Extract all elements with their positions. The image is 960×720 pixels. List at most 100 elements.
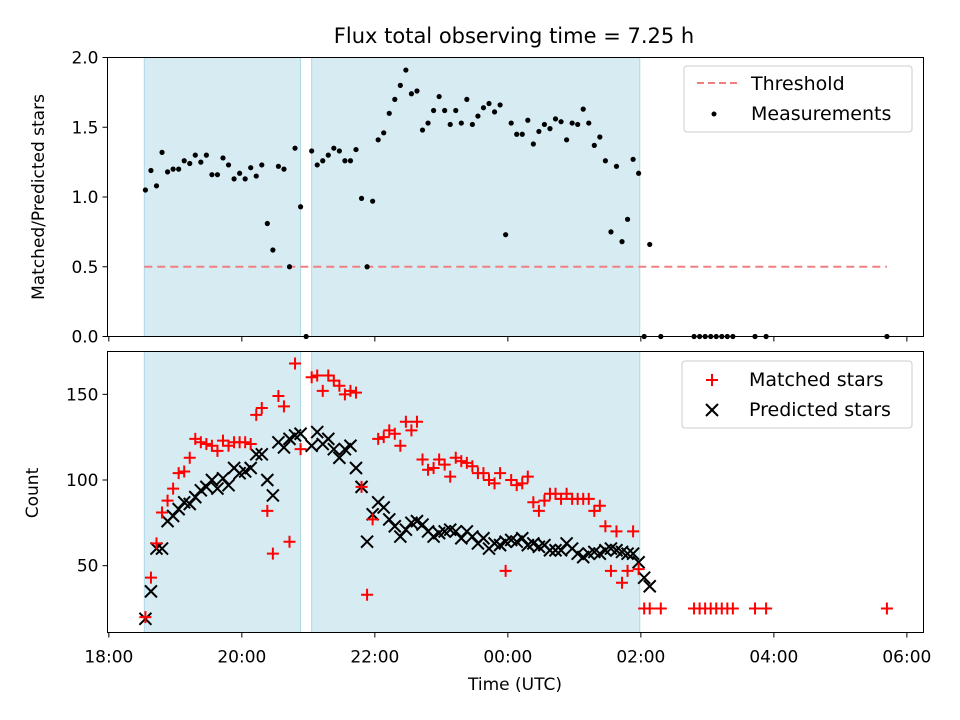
measurement-point [170,166,176,172]
matched-stars-point [388,427,401,440]
measurement-point [503,232,509,238]
matched-stars-point [277,400,290,413]
measurement-point [225,162,232,168]
measurement-point [281,166,287,172]
measurement-point [591,142,597,148]
top-y-tick-label: 2.0 [71,49,98,69]
predicted-stars-point [310,425,324,439]
matched-stars-point [516,477,529,490]
bottom-y-axis-label: Count [23,467,43,518]
measurement-point [192,152,198,158]
matched-stars-point [494,467,507,480]
measurement-point [325,152,331,158]
measurement-point [264,220,270,227]
matched-stars-point [549,487,562,500]
predicted-stars-point [377,500,391,515]
measurement-point [142,187,149,193]
observing-interval-1 [143,351,302,633]
matched-stars-point [194,436,207,449]
matched-stars-point [632,563,645,576]
measurement-point [153,183,160,189]
predicted-stars-point [260,473,275,487]
matched-stars-point [344,384,357,397]
bottom-shading [143,351,641,633]
x-tick-label: 20:00 [217,648,266,668]
measurement-point [530,141,536,147]
measurement-point [552,116,559,122]
predicted-stars-point [637,570,651,585]
measurement-point [237,170,243,176]
matched-stars-point [416,453,429,466]
predicted-stars-point [321,432,335,446]
measurement-point [508,120,514,126]
measurement-point [475,113,481,119]
measurement-point [164,169,171,175]
measurement-point [353,146,359,153]
bottom-x-ticks: 18:00 20:00 22:00 00:00 02:00 04:00 06:00 [84,632,931,668]
matched-stars-point [161,494,174,507]
measurement-point [602,158,608,164]
top-x-ticks [108,336,908,342]
legend-measurements-label: Measurements [751,103,891,125]
matched-stars-point [760,602,773,615]
measurement-point [480,105,487,111]
predicted-stars-point [255,447,269,462]
legend-measurements-swatch [711,111,717,117]
measurement-point [275,163,282,169]
matched-stars-point [555,492,568,505]
bottom-points [138,357,893,626]
matched-stars-point [621,564,634,577]
matched-stars-point [327,374,340,387]
matched-stars-point [538,494,551,507]
bottom-axes-frame [107,351,924,633]
measurement-point [370,198,376,204]
measurement-point [408,91,415,97]
matched-stars-point [433,453,446,466]
matched-stars-point [178,465,191,478]
measurement-point [469,121,475,128]
matched-stars-point [350,386,363,399]
matched-stars-point [333,379,346,392]
measurement-point [558,119,564,125]
measurement-point [447,121,453,128]
matched-stars-point [477,467,490,480]
matched-stars-point [405,424,418,437]
observing-interval-2 [311,57,641,337]
measurement-point [442,107,448,114]
matched-stars-point [316,384,329,397]
matched-stars-point [311,369,324,382]
matched-stars-point [283,535,296,548]
predicted-stars-point [266,488,280,503]
matched-stars-point [510,479,523,492]
measurement-point [397,82,403,88]
x-tick-label: 02:00 [616,648,665,668]
predicted-stars-point [293,427,308,441]
predicted-stars-point [205,473,219,487]
measurement-point [619,239,625,245]
x-tick-label: 04:00 [749,648,798,668]
matched-stars-point [139,611,152,624]
measurement-point [198,159,204,165]
top-y-tick-label: 0.5 [71,258,98,278]
predicted-stars-point [343,439,358,453]
measurement-point [148,167,154,174]
measurement-point [347,158,354,164]
top-points [142,67,890,340]
matched-stars-point [399,415,412,428]
bottom-y-tick-label: 50 [77,557,99,577]
measurement-point [342,158,348,164]
predicted-stars-point [249,447,263,462]
measurement-point [436,93,442,100]
top-y-tick-label: 0.0 [71,328,98,348]
predicted-stars-point [476,531,491,545]
matched-stars-point [305,371,318,384]
matched-stars-point [183,451,196,464]
measurement-point [563,137,570,143]
matched-stars-point [244,438,257,451]
matched-stars-point [322,369,335,382]
measurement-point [597,134,603,140]
top-y-ticks: 0.0 0.5 1.0 1.5 2.0 [71,49,108,348]
predicted-stars-point [277,440,291,455]
measurement-point [231,176,237,182]
predicted-stars-point [631,555,646,569]
